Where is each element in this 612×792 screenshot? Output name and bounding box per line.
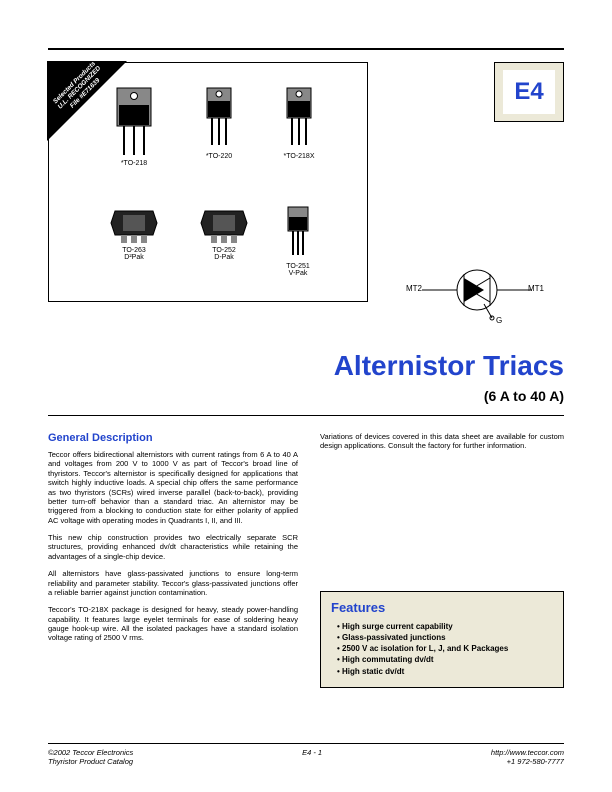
section-badge: E4	[494, 62, 564, 122]
features-box: Features High surge current capabilityGl…	[320, 591, 564, 688]
footer-right: http://www.teccor.com +1 972-580-7777	[491, 748, 564, 766]
body-separator	[48, 415, 564, 416]
page-title: Alternistor Triacs	[334, 350, 564, 382]
page-footer: ©2002 Teccor Electronics Thyristor Produ…	[48, 748, 564, 766]
package-label: *TO-218X	[279, 153, 319, 160]
features-list: High surge current capabilityGlass-passi…	[331, 621, 553, 677]
triac-mt2-label: MT2	[406, 284, 422, 293]
package-to-251-v-pak: TO-251V-Pak	[279, 203, 317, 277]
triac-g-label: G	[496, 316, 502, 325]
package-label: *TO-218	[109, 160, 159, 167]
package-label: TO-252D-Pak	[199, 247, 249, 261]
title-block: Alternistor Triacs (6 A to 40 A)	[334, 350, 564, 404]
package-label: TO-251V-Pak	[279, 263, 317, 277]
package-label: TO-263D²Pak	[109, 247, 159, 261]
package--to-220: *TO-220	[199, 83, 239, 160]
feature-item-2: Glass-passivated junctions	[337, 632, 553, 643]
package-label: *TO-220	[199, 153, 239, 160]
package-gallery: Selected Products U.L. RECOGNIZED File #…	[48, 62, 368, 302]
top-rule	[48, 48, 564, 50]
right-column: Variations of devices covered in this da…	[320, 432, 564, 688]
footer-url: http://www.teccor.com	[491, 748, 564, 757]
package--to-218x: *TO-218X	[279, 83, 319, 160]
feature-item-1: High surge current capability	[337, 621, 553, 632]
footer-rule	[48, 743, 564, 744]
gd-paragraph-4: Teccor's TO-218X package is designed for…	[48, 605, 298, 643]
gd-paragraph-3: All alternistors have glass-passivated j…	[48, 569, 298, 597]
general-description-heading: General Description	[48, 432, 298, 444]
feature-item-5: High static dv/dt	[337, 666, 553, 677]
footer-copyright: ©2002 Teccor Electronics	[48, 748, 133, 757]
footer-catalog: Thyristor Product Catalog	[48, 757, 133, 766]
general-description-column: General Description Teccor offers bidire…	[48, 432, 298, 651]
package--to-218: *TO-218	[109, 83, 159, 167]
gd-paragraph-1: Teccor offers bidirectional alternistors…	[48, 450, 298, 525]
feature-item-4: High commutating dv/dt	[337, 654, 553, 665]
feature-item-3: 2500 V ac isolation for L, J, and K Pack…	[337, 643, 553, 654]
custom-design-note: Variations of devices covered in this da…	[320, 432, 564, 451]
footer-page: E4 - 1	[302, 748, 322, 766]
triac-mt1-label: MT1	[528, 284, 544, 293]
gd-paragraph-2: This new chip construction provides two …	[48, 533, 298, 561]
page-subtitle: (6 A to 40 A)	[334, 388, 564, 404]
triac-symbol: MT2 MT1 G	[412, 260, 542, 340]
features-heading: Features	[331, 600, 553, 615]
section-code: E4	[503, 70, 555, 114]
footer-left: ©2002 Teccor Electronics Thyristor Produ…	[48, 748, 133, 766]
package-to-263-d-pak: TO-263D²Pak	[109, 203, 159, 261]
footer-phone: +1 972-580-7777	[507, 757, 564, 766]
package-to-252-d-pak: TO-252D-Pak	[199, 203, 249, 261]
